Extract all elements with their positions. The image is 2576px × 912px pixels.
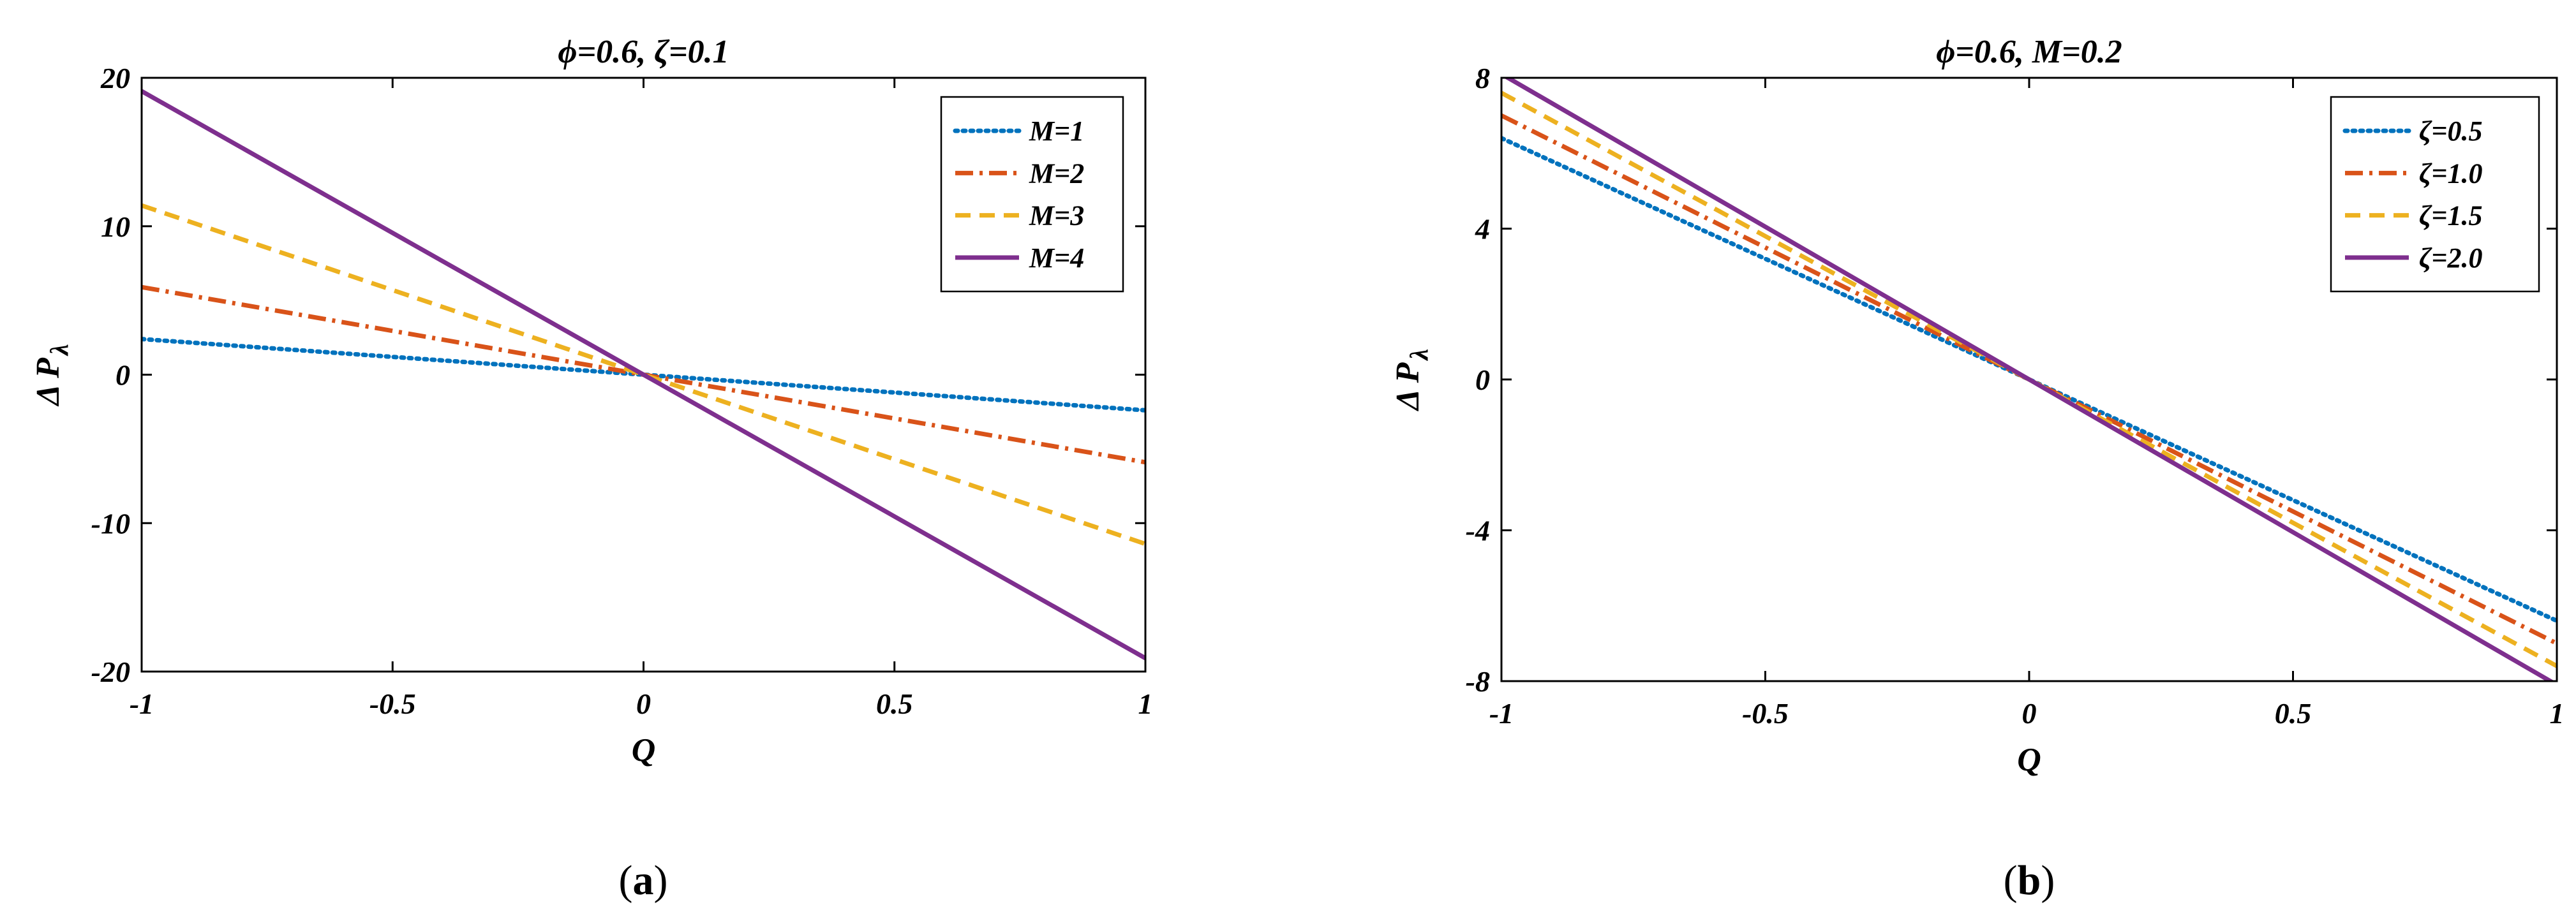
panel-label-letter: a bbox=[633, 857, 654, 904]
y-axis-label: Δ Pλ bbox=[1390, 349, 1433, 411]
legend-label-2: M=2 bbox=[1029, 158, 1084, 189]
chart-title: ϕ=0.6, ζ=0.1 bbox=[558, 34, 729, 70]
x-tick-label: 1 bbox=[1138, 688, 1153, 720]
y-axis-label-subscript: λ bbox=[45, 344, 73, 357]
legend-label-2: ζ=1.0 bbox=[2419, 158, 2482, 189]
y-axis-label-main: Δ P bbox=[30, 357, 66, 407]
series-line-4 bbox=[1503, 78, 2555, 681]
legend-label-4: M=4 bbox=[1029, 242, 1084, 274]
legend-box bbox=[2330, 96, 2540, 293]
y-tick-label: -4 bbox=[1466, 515, 1490, 547]
panel-label: (b) bbox=[2004, 857, 2055, 904]
y-tick-label: 10 bbox=[101, 210, 130, 243]
series-line-3 bbox=[142, 203, 1145, 547]
y-tick-label: 0 bbox=[115, 359, 130, 392]
y-tick-label: -8 bbox=[1466, 665, 1490, 698]
series-line-3 bbox=[1501, 91, 2557, 668]
legend-label-1: M=1 bbox=[1029, 115, 1084, 147]
chart-a: -1 -0.5 0 0.5 1 -20 -10 0 10 20 ϕ=0.6, ζ=0.1 Q Δ Pλ M… bbox=[30, 34, 1153, 904]
x-tick-label: 1 bbox=[2550, 697, 2565, 730]
y-tick-label: 8 bbox=[1475, 62, 1490, 94]
x-tick-label: 0.5 bbox=[2275, 697, 2312, 730]
x-tick-label: -0.5 bbox=[369, 688, 416, 720]
y-tick-label: -20 bbox=[91, 656, 130, 688]
legend-label-4: ζ=2.0 bbox=[2419, 242, 2482, 274]
x-tick-label: 0 bbox=[2022, 697, 2037, 730]
legend: ζ=0.5 ζ=1.0 ζ=1.5 ζ=2.0 bbox=[2330, 96, 2540, 293]
series-line-1 bbox=[142, 337, 1145, 413]
legend-label-3: ζ=1.5 bbox=[2419, 200, 2482, 232]
legend: M=1 M=2 M=3 M=4 bbox=[940, 96, 1124, 293]
panel-label: (a) bbox=[619, 857, 668, 904]
x-axis-label: Q bbox=[2017, 742, 2041, 778]
chart-title: ϕ=0.6, M=0.2 bbox=[1936, 34, 2122, 70]
y-tick-label: 0 bbox=[1475, 364, 1490, 396]
x-tick-label: -0.5 bbox=[1742, 697, 1789, 730]
y-axis-label-subscript: λ bbox=[1404, 349, 1433, 362]
y-tick-label: -10 bbox=[91, 507, 130, 540]
y-tick-label: 4 bbox=[1475, 213, 1490, 246]
x-tick-label: -1 bbox=[1489, 697, 1514, 730]
x-tick-label: 0 bbox=[636, 688, 651, 720]
legend-label-3: M=3 bbox=[1029, 200, 1084, 232]
chart-b: -1 -0.5 0 0.5 1 -8 -4 0 4 8 ϕ=0.6, M=0.2 Q Δ Pλ ζ=0.5… bbox=[1390, 34, 2565, 904]
legend-label-1: ζ=0.5 bbox=[2419, 115, 2482, 147]
series-line-4 bbox=[142, 89, 1145, 661]
panel-label-letter: b bbox=[2018, 857, 2041, 904]
x-tick-label: -1 bbox=[130, 688, 154, 720]
y-axis-label: Δ Pλ bbox=[30, 344, 73, 406]
y-tick-label: 20 bbox=[100, 62, 130, 94]
x-axis-label: Q bbox=[632, 732, 656, 769]
y-axis-label-main: Δ P bbox=[1390, 362, 1426, 411]
x-tick-label: 0.5 bbox=[876, 688, 913, 720]
